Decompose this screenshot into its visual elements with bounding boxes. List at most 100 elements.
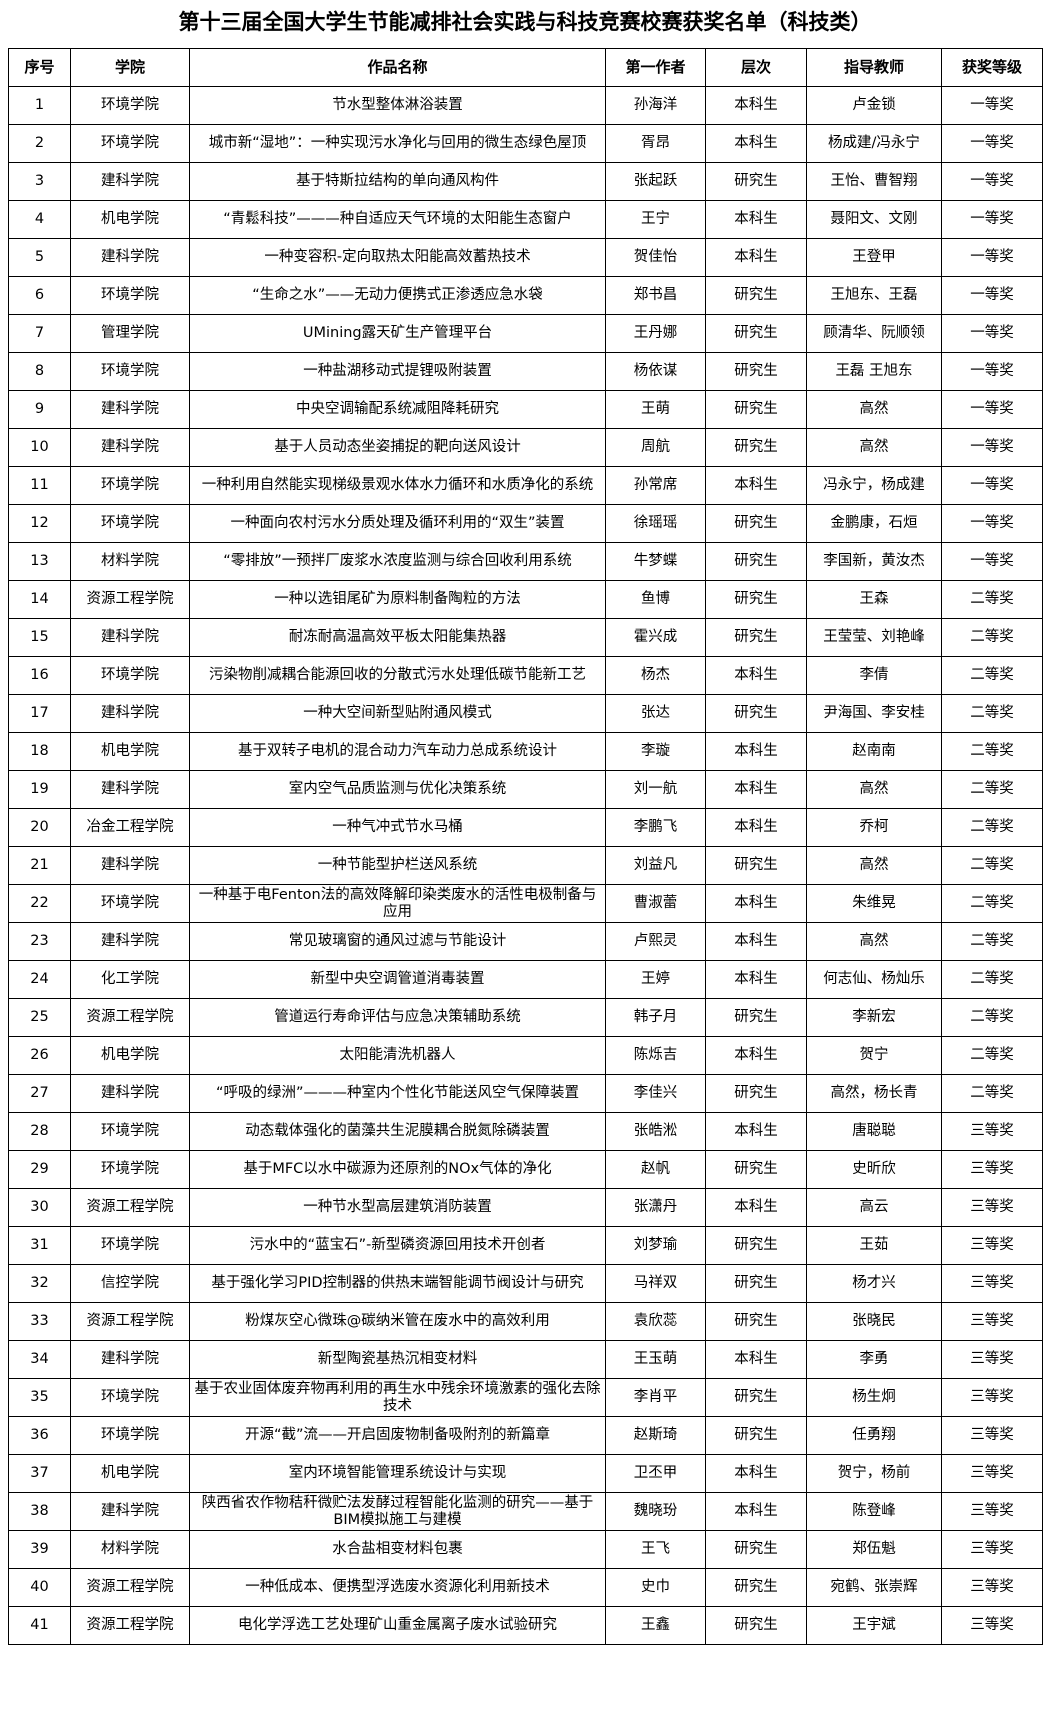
header-row: 序号 学院 作品名称 第一作者 层次 指导教师 获奖等级 xyxy=(8,48,1043,87)
cell-level: 本科生 xyxy=(705,808,807,847)
cell-level: 本科生 xyxy=(705,1492,807,1531)
table-row: 15 建科学院 耐冻耐高温高效平板太阳能集热器 霍兴成 研究生 王莹莹、刘艳峰 二等奖 xyxy=(8,618,1043,657)
cell-award: 三等奖 xyxy=(941,1340,1043,1379)
cell-level: 研究生 xyxy=(705,1416,807,1455)
cell-level: 本科生 xyxy=(705,124,807,163)
cell-author: 王宁 xyxy=(605,200,706,239)
table-row: 31 环境学院 污水中的“蓝宝石”-新型磷资源回用技术开创者 刘梦瑜 研究生 王茹 三等奖 xyxy=(8,1226,1043,1265)
cell-project: 动态载体强化的菌藻共生泥膜耦合脱氮除磷装置 xyxy=(189,1112,606,1151)
cell-index: 40 xyxy=(8,1568,71,1607)
cell-project: 耐冻耐高温高效平板太阳能集热器 xyxy=(189,618,606,657)
cell-award: 三等奖 xyxy=(941,1454,1043,1493)
table-row: 37 机电学院 室内环境智能管理系统设计与实现 卫丕甲 本科生 贺宁，杨前 三等奖 xyxy=(8,1454,1043,1493)
cell-index: 31 xyxy=(8,1226,71,1265)
table-row: 39 材料学院 水合盐相变材料包裹 王飞 研究生 郑伍魁 三等奖 xyxy=(8,1530,1043,1569)
cell-advisor: 杨生炯 xyxy=(806,1378,942,1417)
cell-award: 二等奖 xyxy=(941,1036,1043,1075)
table-row: 3 建科学院 基于特斯拉结构的单向通风构件 张起跃 研究生 王怡、曹智翔 一等奖 xyxy=(8,162,1043,201)
table-row: 22 环境学院 一种基于电Fenton法的高效降解印染类废水的活性电极制备与应用 曹淑… xyxy=(8,884,1043,923)
cell-index: 25 xyxy=(8,998,71,1037)
cell-college: 材料学院 xyxy=(70,1530,190,1569)
cell-advisor: 贺宁 xyxy=(806,1036,942,1075)
header-author: 第一作者 xyxy=(605,48,706,87)
cell-project: 基于双转子电机的混合动力汽车动力总成系统设计 xyxy=(189,732,606,771)
cell-award: 二等奖 xyxy=(941,732,1043,771)
cell-college: 资源工程学院 xyxy=(70,1606,190,1645)
cell-college: 管理学院 xyxy=(70,314,190,353)
cell-advisor: 王茹 xyxy=(806,1226,942,1265)
cell-author: 刘益凡 xyxy=(605,846,706,885)
cell-college: 建科学院 xyxy=(70,694,190,733)
cell-level: 本科生 xyxy=(705,960,807,999)
cell-project: 水合盐相变材料包裹 xyxy=(189,1530,606,1569)
cell-index: 18 xyxy=(8,732,71,771)
cell-project: 新型陶瓷基热沉相变材料 xyxy=(189,1340,606,1379)
cell-author: 张达 xyxy=(605,694,706,733)
cell-level: 研究生 xyxy=(705,276,807,315)
cell-index: 23 xyxy=(8,922,71,961)
cell-author: 霍兴成 xyxy=(605,618,706,657)
cell-index: 32 xyxy=(8,1264,71,1303)
cell-level: 研究生 xyxy=(705,390,807,429)
cell-award: 二等奖 xyxy=(941,960,1043,999)
cell-author: 李佳兴 xyxy=(605,1074,706,1113)
page-title: 第十三届全国大学生节能减排社会实践与科技竞赛校赛获奖名单（科技类） xyxy=(178,9,872,34)
cell-award: 三等奖 xyxy=(941,1302,1043,1341)
cell-college: 机电学院 xyxy=(70,732,190,771)
cell-index: 26 xyxy=(8,1036,71,1075)
cell-college: 环境学院 xyxy=(70,86,190,125)
cell-author: 王玉萌 xyxy=(605,1340,706,1379)
cell-project: 一种变容积-定向取热太阳能高效蓄热技术 xyxy=(189,238,606,277)
cell-project: 一种节水型高层建筑消防装置 xyxy=(189,1188,606,1227)
cell-advisor: 张晓民 xyxy=(806,1302,942,1341)
cell-level: 研究生 xyxy=(705,504,807,543)
cell-award: 二等奖 xyxy=(941,618,1043,657)
table-row: 33 资源工程学院 粉煤灰空心微珠@碳纳米管在废水中的高效利用 袁欣蕊 研究生 张晓民 三等… xyxy=(8,1302,1043,1341)
cell-advisor: 任勇翔 xyxy=(806,1416,942,1455)
cell-index: 2 xyxy=(8,124,71,163)
cell-award: 二等奖 xyxy=(941,808,1043,847)
cell-award: 三等奖 xyxy=(941,1530,1043,1569)
cell-advisor: 王森 xyxy=(806,580,942,619)
cell-level: 本科生 xyxy=(705,86,807,125)
cell-award: 二等奖 xyxy=(941,884,1043,923)
cell-award: 三等奖 xyxy=(941,1378,1043,1417)
cell-advisor: 史昕欣 xyxy=(806,1150,942,1189)
cell-level: 本科生 xyxy=(705,238,807,277)
cell-advisor: 卢金锁 xyxy=(806,86,942,125)
cell-college: 建科学院 xyxy=(70,1340,190,1379)
cell-level: 本科生 xyxy=(705,1188,807,1227)
header-level: 层次 xyxy=(705,48,807,87)
cell-award: 三等奖 xyxy=(941,1264,1043,1303)
cell-advisor: 李倩 xyxy=(806,656,942,695)
cell-index: 19 xyxy=(8,770,71,809)
cell-author: 杨杰 xyxy=(605,656,706,695)
cell-college: 环境学院 xyxy=(70,884,190,923)
cell-award: 一等奖 xyxy=(941,276,1043,315)
cell-advisor: 高然 xyxy=(806,428,942,467)
cell-index: 3 xyxy=(8,162,71,201)
table-row: 5 建科学院 一种变容积-定向取热太阳能高效蓄热技术 贺佳怡 本科生 王登甲 一等奖 xyxy=(8,238,1043,277)
table-row: 25 资源工程学院 管道运行寿命评估与应急决策辅助系统 韩子月 研究生 李新宏 二等奖 xyxy=(8,998,1043,1037)
cell-college: 资源工程学院 xyxy=(70,1188,190,1227)
cell-level: 本科生 xyxy=(705,466,807,505)
table-row: 17 建科学院 一种大空间新型贴附通风模式 张达 研究生 尹海国、李安桂 二等奖 xyxy=(8,694,1043,733)
cell-index: 12 xyxy=(8,504,71,543)
cell-award: 一等奖 xyxy=(941,542,1043,581)
cell-advisor: 高然 xyxy=(806,846,942,885)
cell-author: 刘一航 xyxy=(605,770,706,809)
table-row: 13 材料学院 “零排放”一预拌厂废浆水浓度监测与综合回收利用系统 牛梦蝶 研究生 李国新… xyxy=(8,542,1043,581)
cell-award: 三等奖 xyxy=(941,1568,1043,1607)
cell-project: “生命之水”——无动力便携式正渗透应急水袋 xyxy=(189,276,606,315)
table-row: 26 机电学院 太阳能清洗机器人 陈烁吉 本科生 贺宁 二等奖 xyxy=(8,1036,1043,1075)
cell-advisor: 王宇斌 xyxy=(806,1606,942,1645)
cell-project: 一种面向农村污水分质处理及循环利用的“双生”装置 xyxy=(189,504,606,543)
cell-author: 徐瑶瑶 xyxy=(605,504,706,543)
cell-college: 环境学院 xyxy=(70,1378,190,1417)
cell-award: 一等奖 xyxy=(941,428,1043,467)
cell-level: 研究生 xyxy=(705,352,807,391)
cell-author: 王婷 xyxy=(605,960,706,999)
cell-project: 常见玻璃窗的通风过滤与节能设计 xyxy=(189,922,606,961)
cell-project: 陕西省农作物秸秆微贮法发酵过程智能化监测的研究——基于BIM模拟施工与建模 xyxy=(189,1492,606,1531)
cell-college: 资源工程学院 xyxy=(70,1568,190,1607)
